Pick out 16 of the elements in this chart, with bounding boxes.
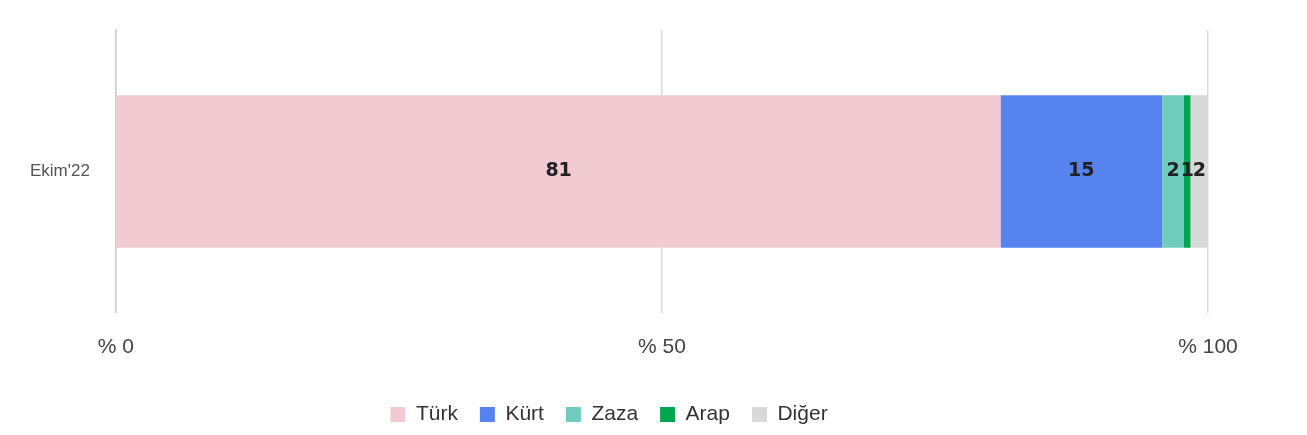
- legend-label: Arap: [685, 401, 730, 425]
- data-label: 15: [1068, 158, 1095, 181]
- x-tick-label: % 0: [97, 334, 135, 358]
- legend-label: Diğer: [777, 401, 828, 425]
- legend-label: Zaza: [591, 401, 639, 425]
- data-label: 2: [1166, 158, 1180, 181]
- legend-label: Türk: [415, 401, 459, 425]
- bar: [1162, 95, 1184, 248]
- x-tick-label: % 100: [1178, 334, 1238, 358]
- bar: [116, 95, 1001, 248]
- data-label: 2: [1192, 158, 1206, 181]
- bar: [1000, 95, 1163, 248]
- data-label: 81: [545, 158, 572, 181]
- legend-label: Kürt: [505, 401, 545, 425]
- y-tick-label: Ekim'22: [29, 161, 90, 181]
- x-tick-label: % 50: [638, 334, 686, 358]
